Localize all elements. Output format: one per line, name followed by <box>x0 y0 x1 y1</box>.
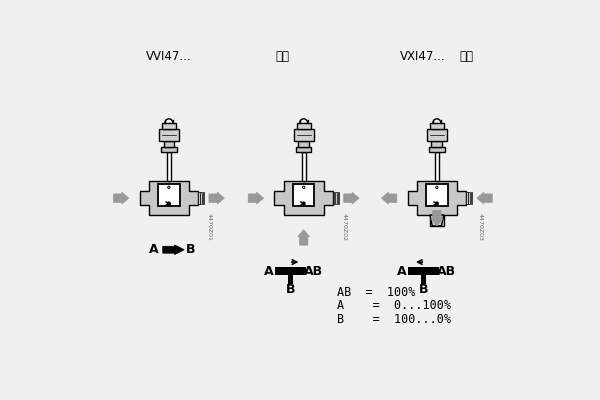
Text: VXI47...: VXI47... <box>400 50 446 62</box>
Bar <box>302 152 305 181</box>
Circle shape <box>302 202 305 205</box>
Bar <box>298 141 309 147</box>
Bar <box>288 275 293 284</box>
Bar <box>430 215 444 226</box>
Bar <box>158 184 179 206</box>
Bar <box>471 192 472 204</box>
Polygon shape <box>344 192 359 204</box>
Text: B: B <box>286 282 295 296</box>
Bar <box>335 192 337 204</box>
Bar <box>435 152 439 181</box>
Bar <box>293 184 314 206</box>
Bar <box>203 192 205 204</box>
Polygon shape <box>274 181 333 215</box>
Circle shape <box>168 186 170 188</box>
Text: A: A <box>149 243 158 256</box>
Text: VVI47...: VVI47... <box>146 50 192 62</box>
Bar <box>421 275 426 284</box>
Text: 4470Z01: 4470Z01 <box>206 213 211 240</box>
Bar <box>409 268 439 275</box>
Bar <box>469 192 470 204</box>
Polygon shape <box>431 210 443 226</box>
Polygon shape <box>430 215 444 226</box>
Polygon shape <box>382 192 397 204</box>
Bar <box>164 141 174 147</box>
Bar <box>297 123 311 129</box>
Bar <box>293 129 314 141</box>
Bar <box>431 141 442 147</box>
Text: 分流: 分流 <box>459 50 473 62</box>
Text: B: B <box>419 282 428 296</box>
Polygon shape <box>407 181 466 215</box>
Bar <box>466 192 467 204</box>
Text: A    =  0...100%: A = 0...100% <box>337 300 451 312</box>
Bar <box>429 147 445 152</box>
Bar <box>167 152 171 181</box>
Bar <box>338 192 339 204</box>
Polygon shape <box>298 230 310 245</box>
Text: A: A <box>397 265 407 278</box>
Bar <box>161 147 176 152</box>
Polygon shape <box>209 192 224 204</box>
Bar <box>333 192 334 204</box>
Circle shape <box>436 186 438 188</box>
Bar <box>198 192 200 204</box>
Polygon shape <box>248 192 263 204</box>
Bar <box>275 268 306 275</box>
Polygon shape <box>163 245 184 254</box>
Text: AB: AB <box>304 265 323 278</box>
Text: 4470Z02: 4470Z02 <box>341 213 346 241</box>
Polygon shape <box>113 192 129 204</box>
Text: B    =  100...0%: B = 100...0% <box>337 312 451 326</box>
Text: 4470Z03: 4470Z03 <box>478 213 482 241</box>
Bar <box>427 129 447 141</box>
Polygon shape <box>140 181 198 215</box>
Text: 合流: 合流 <box>275 50 289 62</box>
Text: A: A <box>264 265 274 278</box>
Bar <box>430 123 444 129</box>
Bar <box>200 192 202 204</box>
Circle shape <box>167 202 170 205</box>
Bar <box>162 123 176 129</box>
Polygon shape <box>477 192 493 204</box>
Circle shape <box>302 186 305 188</box>
Bar <box>426 184 448 206</box>
Text: AB: AB <box>437 265 457 278</box>
Text: AB  =  100%: AB = 100% <box>337 286 415 299</box>
Bar <box>296 147 311 152</box>
Circle shape <box>436 202 438 205</box>
Text: B: B <box>186 243 195 256</box>
Bar <box>159 129 179 141</box>
